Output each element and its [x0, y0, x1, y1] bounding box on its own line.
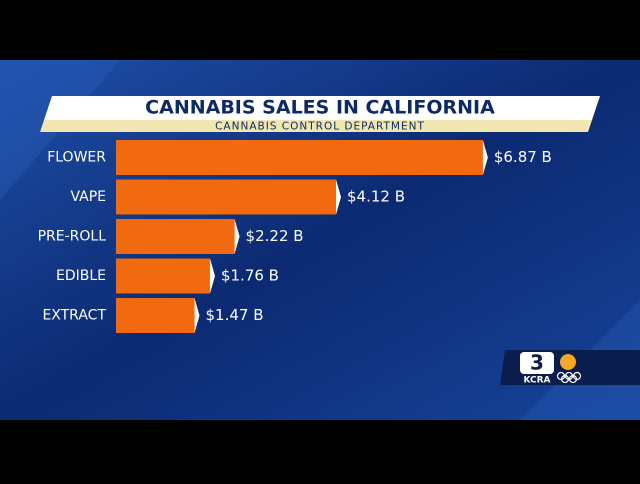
chart-title: CANNABIS SALES IN CALIFORNIA — [145, 97, 495, 119]
bar-tip — [482, 140, 488, 175]
category-label: VAPE — [70, 189, 106, 205]
bar — [116, 179, 337, 215]
value-label: $1.47 B — [205, 306, 263, 324]
value-label: $2.22 B — [246, 227, 304, 245]
logo-badge — [520, 352, 554, 374]
value-label: $4.12 B — [347, 188, 405, 206]
bar — [116, 258, 210, 294]
bar-tip — [234, 219, 240, 254]
logo-channel: 3 — [530, 351, 544, 375]
bar — [116, 298, 195, 333]
logo-station: KCRA — [523, 376, 550, 386]
category-label: FLOWER — [47, 150, 106, 166]
bar — [116, 219, 235, 254]
logo-peacock — [560, 354, 576, 370]
bar-tip — [194, 298, 200, 333]
bar — [116, 140, 483, 175]
logo-rings — [556, 371, 582, 384]
bar-tip — [336, 179, 342, 215]
chart-subtitle: CANNABIS CONTROL DEPARTMENT — [215, 121, 425, 133]
category-label: EDIBLE — [56, 268, 106, 284]
logo: 3 KCRA — [500, 350, 640, 386]
title-banner — [44, 96, 600, 120]
category-label: PRE-ROLL — [38, 229, 107, 245]
bar-tip — [209, 258, 215, 294]
value-label: $6.87 B — [494, 148, 552, 166]
value-label: $1.76 B — [221, 267, 279, 285]
category-label: EXTRACT — [42, 308, 106, 324]
subtitle-banner — [40, 120, 592, 132]
